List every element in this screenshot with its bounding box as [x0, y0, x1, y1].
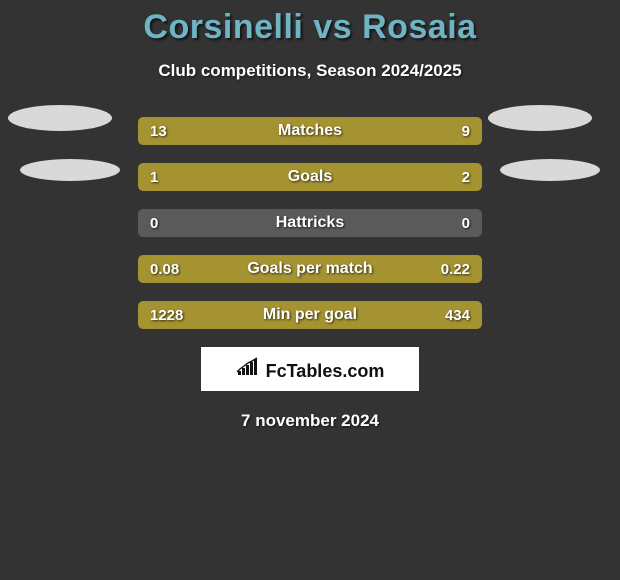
subtitle: Club competitions, Season 2024/2025	[0, 61, 620, 81]
stat-row: 1228434Min per goal	[138, 301, 482, 329]
decorative-oval	[500, 159, 600, 181]
stat-label: Matches	[138, 117, 482, 145]
brand-text: FcTables.com	[266, 361, 385, 382]
player1-name: Corsinelli	[143, 8, 303, 46]
stat-row: 0.080.22Goals per match	[138, 255, 482, 283]
stat-label: Goals	[138, 163, 482, 191]
comparison-title: Corsinelli vs Rosaia	[0, 8, 620, 47]
player2-name: Rosaia	[362, 8, 477, 46]
stat-row: 00Hattricks	[138, 209, 482, 237]
brand-box: FcTables.com	[201, 347, 419, 391]
decorative-oval	[488, 105, 592, 131]
bar-chart-icon	[236, 357, 262, 377]
date-text: 7 november 2024	[0, 411, 620, 431]
stat-label: Hattricks	[138, 209, 482, 237]
stat-row: 139Matches	[138, 117, 482, 145]
chart-area: 139Matches 12Goals 00Hattricks 0.080.22Goal…	[0, 117, 620, 329]
decorative-oval	[20, 159, 120, 181]
vs-text: vs	[313, 8, 352, 46]
decorative-oval	[8, 105, 112, 131]
stat-row: 12Goals	[138, 163, 482, 191]
stat-label: Goals per match	[138, 255, 482, 283]
stat-label: Min per goal	[138, 301, 482, 329]
